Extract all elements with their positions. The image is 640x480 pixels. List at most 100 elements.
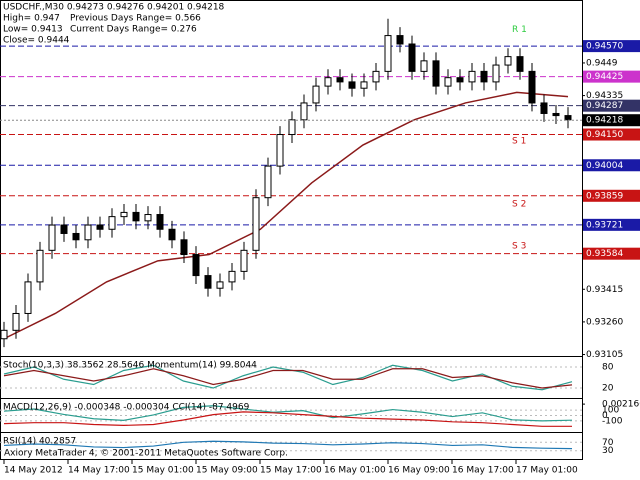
y-tick-label: 0.93260 [586, 317, 623, 327]
candle-body [192, 254, 200, 277]
candle-body [492, 64, 500, 83]
x-tick-label: 14 May 2012 [4, 466, 63, 476]
x-tick-label: 15 May 01:00 [132, 466, 194, 476]
level-label-box [583, 40, 640, 53]
panel-tick-label: 30 [602, 446, 614, 456]
indicator-line [3, 364, 573, 391]
x-tick-label: 15 May 17:00 [260, 466, 322, 476]
candle-body [324, 77, 332, 87]
level-label: 0.93584 [586, 249, 623, 259]
header-text: Previous Days Range= 0.566 [70, 14, 201, 24]
indicator-line [3, 368, 573, 389]
candle-body [12, 312, 20, 331]
header-text: Close= 0.9444 [3, 36, 70, 46]
candle-body [408, 43, 416, 72]
candle-body [216, 281, 224, 289]
header-text: Current Days Range= 0.276 [70, 25, 197, 35]
candle-body [540, 102, 548, 114]
panel-tick-label: 0.002166 [602, 400, 640, 410]
level-label-box [583, 99, 640, 112]
candle-body [72, 232, 80, 241]
header-text: High= 0.947 [3, 14, 60, 24]
candle-body [36, 249, 44, 283]
current-price-label: 0.94218 [586, 116, 623, 126]
candle-body [456, 77, 464, 83]
level-label: 0.94570 [586, 42, 623, 52]
panel-title: MACD(12,26,9) -0.000348 -0.000304 CCI(14… [3, 403, 250, 413]
level-name: S 3 [512, 242, 526, 252]
y-tick-label: 0.93415 [586, 285, 623, 295]
candle-body [444, 77, 452, 87]
candle-body [120, 211, 128, 218]
level-name: S 1 [512, 136, 526, 146]
candle-body [204, 275, 212, 289]
header-text: Low= 0.9413 [3, 25, 63, 35]
candle-body [300, 102, 308, 121]
indicator-line [3, 405, 573, 422]
candle-body [84, 224, 92, 241]
candle-body [480, 70, 488, 83]
candle-body [312, 85, 320, 104]
candle-body [336, 77, 344, 83]
x-tick-label: 14 May 17:00 [68, 466, 130, 476]
candle-body [420, 60, 428, 72]
candle-body [60, 224, 68, 234]
level-label-box [583, 247, 640, 260]
y-tick-label: 0.93105 [586, 350, 623, 360]
candle-body [396, 35, 404, 45]
candle-body [180, 239, 188, 256]
candle-body [384, 35, 392, 72]
candle-body [48, 224, 56, 251]
candle-body [564, 115, 572, 121]
level-label: 0.93859 [586, 191, 623, 201]
level-name: S 2 [512, 200, 526, 210]
indicator-line [3, 411, 572, 427]
candle-body [372, 70, 380, 83]
x-tick-label: 16 May 01:00 [324, 466, 386, 476]
panel-tick-label: -100 [602, 416, 623, 426]
level-label-box [583, 128, 640, 141]
moving-average [3, 91, 569, 340]
candle-body [264, 165, 272, 199]
candle-body [528, 70, 536, 104]
candle-body [0, 329, 8, 340]
candle-body [168, 228, 176, 241]
candle-body [360, 81, 368, 89]
level-label: 0.94004 [586, 161, 623, 171]
candle-body [144, 214, 152, 222]
x-tick-label: 16 May 17:00 [452, 466, 514, 476]
candle-body [276, 134, 284, 167]
candle-body [516, 56, 524, 72]
candle-body [504, 56, 512, 66]
panel-title: RSI(14) 40.2857 [3, 437, 76, 447]
candle-body [432, 60, 440, 87]
panel-tick-label: 20 [602, 384, 614, 394]
y-tick-label: 0.9449 [586, 58, 618, 68]
plot-frame [0, 0, 583, 460]
header-text: USDCHF.,M30 0.94273 0.94276 0.94201 0.94… [3, 3, 225, 13]
candle-body [552, 112, 560, 117]
level-label: 0.94425 [586, 72, 623, 82]
candle-body [252, 197, 260, 251]
footer: Axiory MetaTrader 4, © 2001-2011 MetaQuo… [4, 449, 288, 459]
y-tick-label: 0.94335 [586, 91, 623, 101]
x-tick-label: 16 May 09:00 [388, 466, 450, 476]
candle-body [108, 216, 116, 230]
candle-body [156, 214, 164, 230]
candle-body [96, 224, 104, 230]
panel-tick-label: 100 [602, 406, 619, 416]
level-label: 0.94287 [586, 101, 623, 111]
panel-tick-label: 0 [602, 411, 608, 421]
panel-title: Stoch(10,3,3) 38.3562 28.5646 Momentum(1… [3, 361, 257, 371]
level-label: 0.94150 [586, 130, 623, 140]
current-price-box [583, 114, 640, 127]
candle-body [348, 81, 356, 89]
level-label: 0.93721 [586, 220, 623, 230]
candle-body [240, 249, 248, 272]
level-label-box [583, 159, 640, 172]
candle-body [468, 70, 476, 83]
candle-body [24, 281, 32, 314]
x-tick-label: 15 May 09:00 [196, 466, 258, 476]
indicator-line [3, 440, 573, 450]
